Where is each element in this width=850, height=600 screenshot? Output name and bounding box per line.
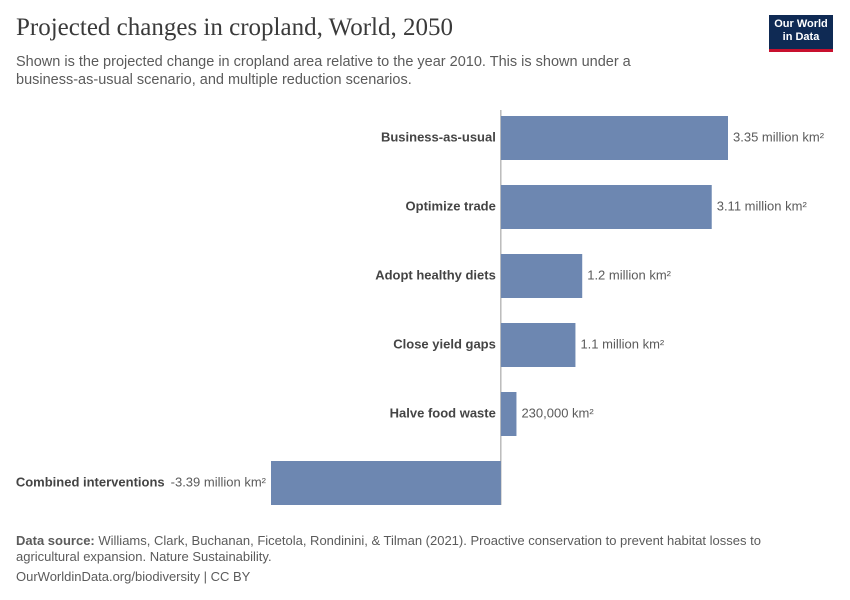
bar — [500, 323, 576, 367]
value-label: 3.35 million km² — [733, 129, 825, 144]
value-label: 1.2 million km² — [587, 267, 671, 282]
bar — [271, 461, 501, 505]
chart-title: Projected changes in cropland, World, 20… — [16, 14, 453, 41]
value-label: 1.1 million km² — [580, 336, 664, 351]
logo[interactable]: Our World in Data — [769, 15, 833, 52]
source-label: Data source: — [16, 533, 95, 548]
category-label: Halve food waste — [390, 405, 496, 420]
category-label: Close yield gaps — [393, 336, 496, 351]
source: Williams, Clark, Buchanan, Ficetola, Ron… — [16, 533, 761, 564]
logo-line: in Data — [782, 31, 820, 43]
value-label: 230,000 km² — [521, 405, 594, 420]
footer: Data source: Williams, Clark, Buchanan, … — [16, 533, 826, 565]
bar — [500, 116, 728, 160]
category-label: Optimize trade — [406, 198, 496, 213]
logo-line: Our World — [774, 18, 828, 30]
value-label: -3.39 million km² — [171, 474, 267, 489]
bar — [500, 254, 583, 298]
chart-subtitle: Shown is the projected change in croplan… — [16, 54, 631, 88]
category-label: Combined interventions — [16, 474, 165, 489]
footer-url[interactable]: OurWorldinData.org/biodiversity | CC BY — [16, 569, 251, 584]
category-label: Business-as-usual — [381, 129, 496, 144]
category-label: Adopt healthy diets — [375, 267, 496, 282]
bar — [500, 185, 712, 229]
bar — [500, 392, 517, 436]
value-label: 3.11 million km² — [717, 198, 808, 213]
